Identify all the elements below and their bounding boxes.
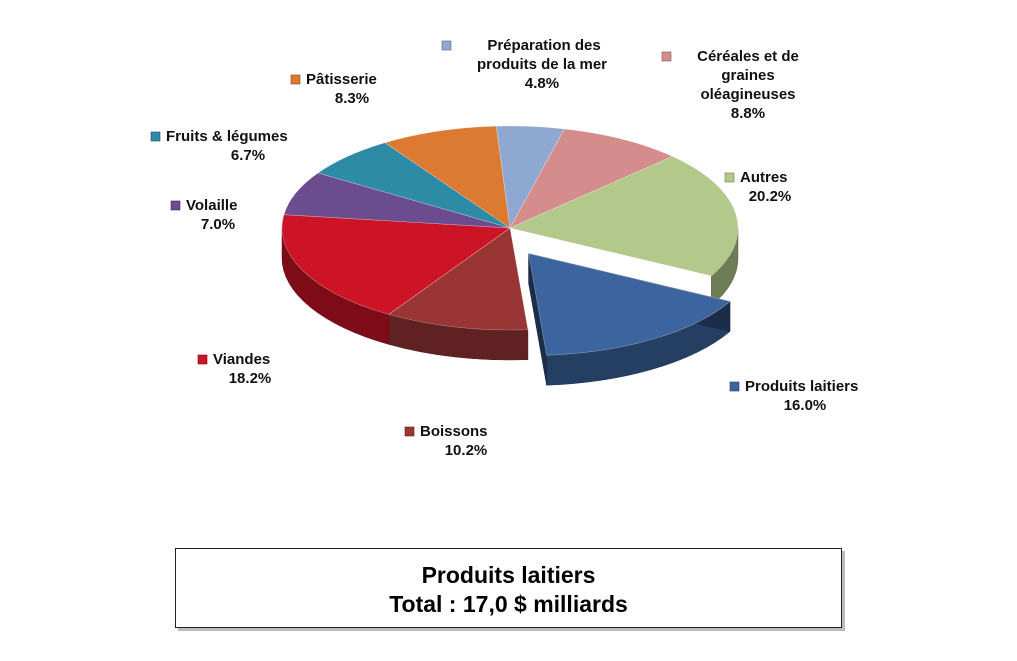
legend-square-autres: [724, 172, 735, 183]
label-produits-laitiers: Produits laitiers 16.0%: [729, 378, 858, 414]
pie-slice-volaille: [283, 172, 511, 229]
label-name-viandes: Viandes: [213, 351, 270, 368]
legend-square-produits-laitiers: [729, 381, 740, 392]
legend-square-volaille: [170, 200, 181, 211]
label-viandes: Viandes 18.2%: [197, 351, 272, 387]
chart-caption-box: Produits laitiers Total : 17,0 $ milliar…: [175, 548, 842, 628]
label-cereales-et-de-graines-oleagineuses: Céréales et de graines oléagineuses 8.8%: [661, 48, 799, 122]
label-name-cereales-et-de-graines-oleagineuses: oléagineuses: [700, 86, 795, 103]
legend-square-viandes: [197, 354, 208, 365]
legend-square-patisserie: [290, 74, 301, 85]
pie-slice-boissons: [388, 227, 529, 331]
pie-slice-autres: [509, 156, 739, 277]
label-pct-preparation-des-produits-de-la-mer: 4.8%: [525, 75, 559, 92]
label-name-preparation-des-produits-de-la-mer: Préparation des: [487, 37, 600, 54]
label-name-preparation-des-produits-de-la-mer: produits de la mer: [477, 56, 607, 73]
label-pct-boissons: 10.2%: [445, 442, 488, 459]
pie-slice-cereales-et-de-graines-oleagineuses: [509, 128, 674, 229]
pie-slice-fruits-and-legumes: [317, 142, 511, 229]
pie-slice-viandes: [281, 214, 511, 315]
pie-tops: [281, 125, 739, 356]
pie-slice-patisserie: [384, 125, 511, 229]
pie-slice-produits-laitiers: [528, 253, 731, 356]
pie-slice-preparation-des-produits-de-la-mer: [495, 125, 565, 229]
label-fruits-and-legumes: Fruits & légumes 6.7%: [150, 128, 288, 164]
label-name-autres: Autres: [740, 169, 788, 186]
label-pct-viandes: 18.2%: [229, 370, 272, 387]
caption-total: Total : 17,0 $ milliards: [389, 591, 628, 617]
label-name-produits-laitiers: Produits laitiers: [745, 378, 858, 395]
label-name-patisserie: Pâtisserie: [306, 71, 377, 88]
label-name-cereales-et-de-graines-oleagineuses: Céréales et de: [697, 48, 799, 65]
legend-square-preparation-des-produits-de-la-mer: [441, 40, 452, 51]
label-patisserie: Pâtisserie 8.3%: [290, 71, 377, 107]
label-pct-patisserie: 8.3%: [335, 90, 369, 107]
pie-labels: Produits laitiers 16.0% Boissons 10.2% Viand…: [150, 37, 858, 459]
label-name-fruits-and-legumes: Fruits & légumes: [166, 128, 288, 145]
legend-square-boissons: [404, 426, 415, 437]
label-name-volaille: Volaille: [186, 197, 237, 214]
label-name-boissons: Boissons: [420, 423, 488, 440]
label-pct-fruits-and-legumes: 6.7%: [231, 147, 265, 164]
pie-chart: Produits laitiers 16.0% Boissons 10.2% Viand…: [150, 37, 858, 459]
label-boissons: Boissons 10.2%: [404, 423, 488, 459]
legend-square-cereales-et-de-graines-oleagineuses: [661, 51, 672, 62]
label-pct-autres: 20.2%: [749, 188, 792, 205]
label-pct-volaille: 7.0%: [201, 216, 235, 233]
label-volaille: Volaille 7.0%: [170, 197, 237, 233]
label-pct-cereales-et-de-graines-oleagineuses: 8.8%: [731, 105, 765, 122]
label-autres: Autres 20.2%: [724, 169, 792, 205]
label-pct-produits-laitiers: 16.0%: [784, 397, 827, 414]
label-preparation-des-produits-de-la-mer: Préparation des produits de la mer 4.8%: [441, 37, 607, 92]
label-name-cereales-et-de-graines-oleagineuses: graines: [721, 67, 774, 84]
caption-title: Produits laitiers: [421, 562, 596, 588]
legend-square-fruits-and-legumes: [150, 131, 161, 142]
